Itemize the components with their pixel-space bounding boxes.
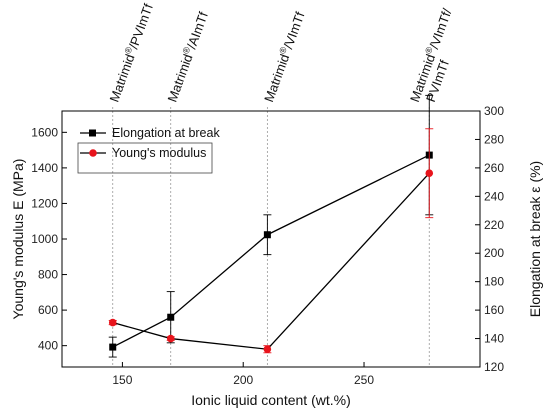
left-tick-label: 800: [38, 268, 58, 282]
legend-label-modulus: Young's modulus: [112, 146, 206, 160]
data-point: [109, 343, 117, 351]
left-tick-label: 1000: [31, 232, 58, 246]
left-tick-label: 1600: [31, 125, 58, 139]
series-line: [112, 154, 430, 348]
x-tick-label: 250: [354, 373, 374, 387]
right-y-axis: 120 140 160 180 200 220 240 260 280 300: [475, 104, 504, 374]
left-y-axis-title: Young's modulus E (MPa): [10, 159, 26, 320]
right-y-axis-title: Elongation at break ε (%): [527, 161, 543, 317]
left-tick-label: 1400: [31, 161, 58, 175]
x-tick-label: 150: [112, 373, 132, 387]
data-point: [263, 345, 272, 354]
category-label: Matrimid®/AImTf: [164, 9, 212, 104]
legend: Elongation at break Young's modulus: [77, 126, 220, 174]
right-tick-label: 120: [484, 360, 504, 374]
x-axis-title: Ionic liquid content (wt.%): [191, 392, 351, 408]
right-tick-label: 200: [484, 246, 504, 260]
category-label: Matrimid®/PVImTf: [106, 1, 157, 104]
right-tick-label: 240: [484, 189, 504, 203]
left-tick-label: 600: [38, 303, 58, 317]
category-label: Matrimid®/VImTf: [260, 9, 308, 104]
legend-box: [77, 142, 213, 174]
left-tick-label: 1200: [31, 196, 58, 210]
data-point: [108, 318, 117, 327]
right-tick-label: 220: [484, 218, 504, 232]
data-point: [166, 334, 175, 343]
series-modulus: [108, 128, 434, 354]
right-tick-label: 160: [484, 303, 504, 317]
data-point: [263, 231, 271, 239]
right-tick-label: 140: [484, 332, 504, 346]
left-y-axis: 400 600 800 1000 1200 1400 1600: [31, 125, 67, 353]
data-point: [167, 313, 175, 321]
legend-marker-elongation: [89, 129, 96, 137]
series-layer: [108, 94, 434, 358]
right-tick-label: 260: [484, 161, 504, 175]
data-point: [425, 169, 434, 178]
right-tick-label: 300: [484, 104, 504, 118]
legend-marker-modulus: [89, 149, 97, 157]
legend-label-elongation: Elongation at break: [112, 126, 220, 140]
series-line: [112, 172, 430, 350]
right-tick-label: 180: [484, 275, 504, 289]
x-axis: 150 200 250: [112, 362, 374, 387]
right-tick-label: 280: [484, 132, 504, 146]
x-tick-label: 200: [233, 373, 253, 387]
left-tick-label: 400: [38, 339, 58, 353]
